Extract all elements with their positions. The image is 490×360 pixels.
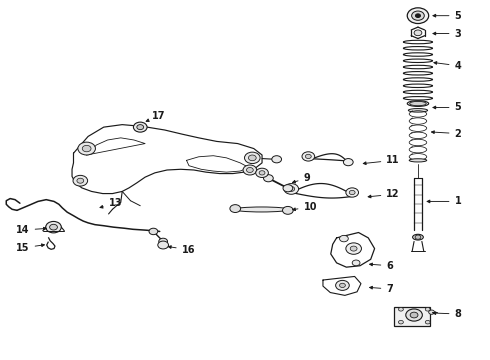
Circle shape bbox=[429, 310, 435, 314]
Text: 11: 11 bbox=[363, 156, 400, 165]
Ellipse shape bbox=[410, 102, 426, 106]
Text: 7: 7 bbox=[369, 284, 393, 294]
Circle shape bbox=[158, 241, 169, 249]
Circle shape bbox=[352, 260, 360, 266]
Circle shape bbox=[159, 238, 168, 245]
Circle shape bbox=[349, 190, 355, 195]
Text: 15: 15 bbox=[16, 243, 45, 253]
Circle shape bbox=[137, 125, 144, 130]
Circle shape bbox=[425, 307, 430, 311]
Ellipse shape bbox=[413, 234, 423, 240]
Text: 14: 14 bbox=[16, 225, 47, 235]
Text: 1: 1 bbox=[427, 197, 461, 206]
Text: 12: 12 bbox=[368, 189, 400, 199]
Text: 17: 17 bbox=[146, 111, 166, 122]
Text: 6: 6 bbox=[369, 261, 393, 271]
Circle shape bbox=[350, 246, 357, 251]
Circle shape bbox=[414, 30, 422, 36]
Text: 5: 5 bbox=[433, 11, 461, 21]
Text: 8: 8 bbox=[433, 309, 462, 319]
Circle shape bbox=[243, 165, 257, 175]
Circle shape bbox=[230, 204, 241, 212]
Circle shape bbox=[77, 178, 84, 183]
Bar bbox=[393, 307, 430, 327]
Circle shape bbox=[245, 152, 260, 163]
Circle shape bbox=[346, 188, 359, 197]
Circle shape bbox=[73, 175, 88, 186]
Circle shape bbox=[256, 168, 269, 177]
Circle shape bbox=[340, 283, 345, 288]
Text: 10: 10 bbox=[293, 202, 317, 212]
Circle shape bbox=[133, 122, 147, 132]
Text: 3: 3 bbox=[433, 28, 461, 39]
Ellipse shape bbox=[234, 207, 289, 212]
Ellipse shape bbox=[408, 109, 428, 112]
Circle shape bbox=[336, 280, 349, 291]
Circle shape bbox=[346, 243, 362, 254]
Circle shape bbox=[305, 154, 311, 158]
Circle shape bbox=[149, 228, 158, 235]
Text: 16: 16 bbox=[169, 245, 195, 255]
Circle shape bbox=[259, 171, 265, 175]
Circle shape bbox=[288, 186, 294, 192]
Ellipse shape bbox=[409, 159, 427, 162]
Circle shape bbox=[412, 11, 424, 20]
Circle shape bbox=[398, 320, 403, 324]
Circle shape bbox=[246, 167, 253, 172]
Circle shape bbox=[343, 158, 353, 166]
Circle shape bbox=[272, 156, 282, 163]
Circle shape bbox=[284, 184, 298, 194]
Circle shape bbox=[283, 185, 293, 192]
Text: 4: 4 bbox=[434, 61, 461, 71]
Circle shape bbox=[407, 8, 429, 23]
Circle shape bbox=[410, 312, 418, 318]
Circle shape bbox=[82, 145, 91, 152]
Circle shape bbox=[415, 235, 421, 239]
Circle shape bbox=[425, 320, 430, 324]
Circle shape bbox=[398, 307, 403, 311]
Circle shape bbox=[248, 155, 256, 161]
Circle shape bbox=[302, 152, 315, 161]
Circle shape bbox=[264, 175, 273, 182]
Circle shape bbox=[46, 221, 61, 233]
Text: 5: 5 bbox=[433, 103, 461, 112]
Text: 13: 13 bbox=[100, 198, 122, 208]
Ellipse shape bbox=[407, 101, 429, 107]
Circle shape bbox=[283, 206, 293, 214]
Circle shape bbox=[49, 224, 57, 230]
Circle shape bbox=[340, 235, 348, 242]
Text: 9: 9 bbox=[293, 173, 310, 183]
Circle shape bbox=[406, 309, 422, 321]
Text: 2: 2 bbox=[432, 129, 461, 139]
Circle shape bbox=[78, 142, 96, 155]
Circle shape bbox=[416, 14, 420, 18]
